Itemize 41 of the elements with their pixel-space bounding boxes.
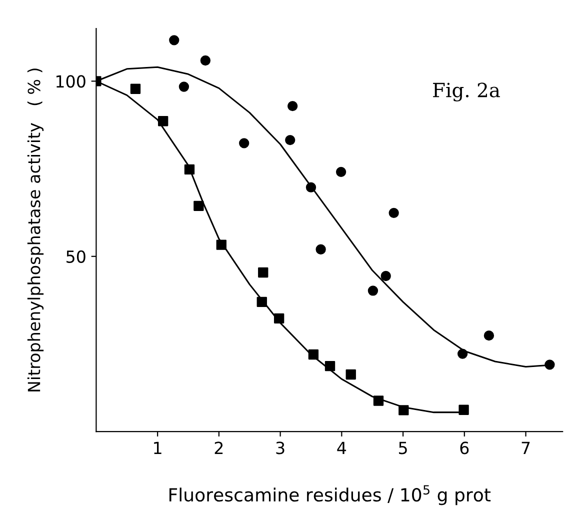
x-tick-label: 2 xyxy=(214,442,223,454)
x-tick-label: 5 xyxy=(399,442,407,454)
y-tick-label: 50 xyxy=(66,250,86,263)
point xyxy=(346,369,356,380)
point xyxy=(256,296,267,308)
point xyxy=(484,330,494,341)
x-axis-title: Fluorescamine residues / 10$^{5}$ g prot xyxy=(169,485,491,506)
y-axis-title: Nitrophenylphosphatase activity ( % ) xyxy=(27,68,44,392)
point xyxy=(324,360,336,372)
x-tick-label: 4 xyxy=(337,442,346,454)
point xyxy=(308,349,319,360)
y-tick-label: 100 xyxy=(56,75,86,88)
point xyxy=(336,166,346,178)
point xyxy=(239,138,250,148)
point xyxy=(458,404,469,415)
point xyxy=(169,35,180,46)
point xyxy=(457,348,468,359)
point xyxy=(274,313,284,324)
point xyxy=(130,84,141,94)
point xyxy=(158,116,168,126)
point xyxy=(200,55,211,66)
point xyxy=(216,240,226,250)
point xyxy=(380,270,391,282)
point xyxy=(316,244,326,254)
point xyxy=(398,405,409,416)
point xyxy=(306,182,316,192)
x-tick-label: 1 xyxy=(154,442,162,454)
x-tick-label: 6 xyxy=(460,442,469,454)
point xyxy=(194,200,204,212)
point xyxy=(373,396,384,406)
point xyxy=(258,267,268,278)
x-tick-label: 3 xyxy=(276,442,284,454)
point xyxy=(368,286,378,296)
point xyxy=(544,360,555,370)
x-tick-label: 7 xyxy=(522,442,530,454)
point xyxy=(287,100,298,112)
annotation: Fig. 2a xyxy=(433,82,500,102)
point xyxy=(184,164,195,175)
point xyxy=(178,82,190,92)
point xyxy=(388,208,399,218)
point xyxy=(285,134,296,146)
